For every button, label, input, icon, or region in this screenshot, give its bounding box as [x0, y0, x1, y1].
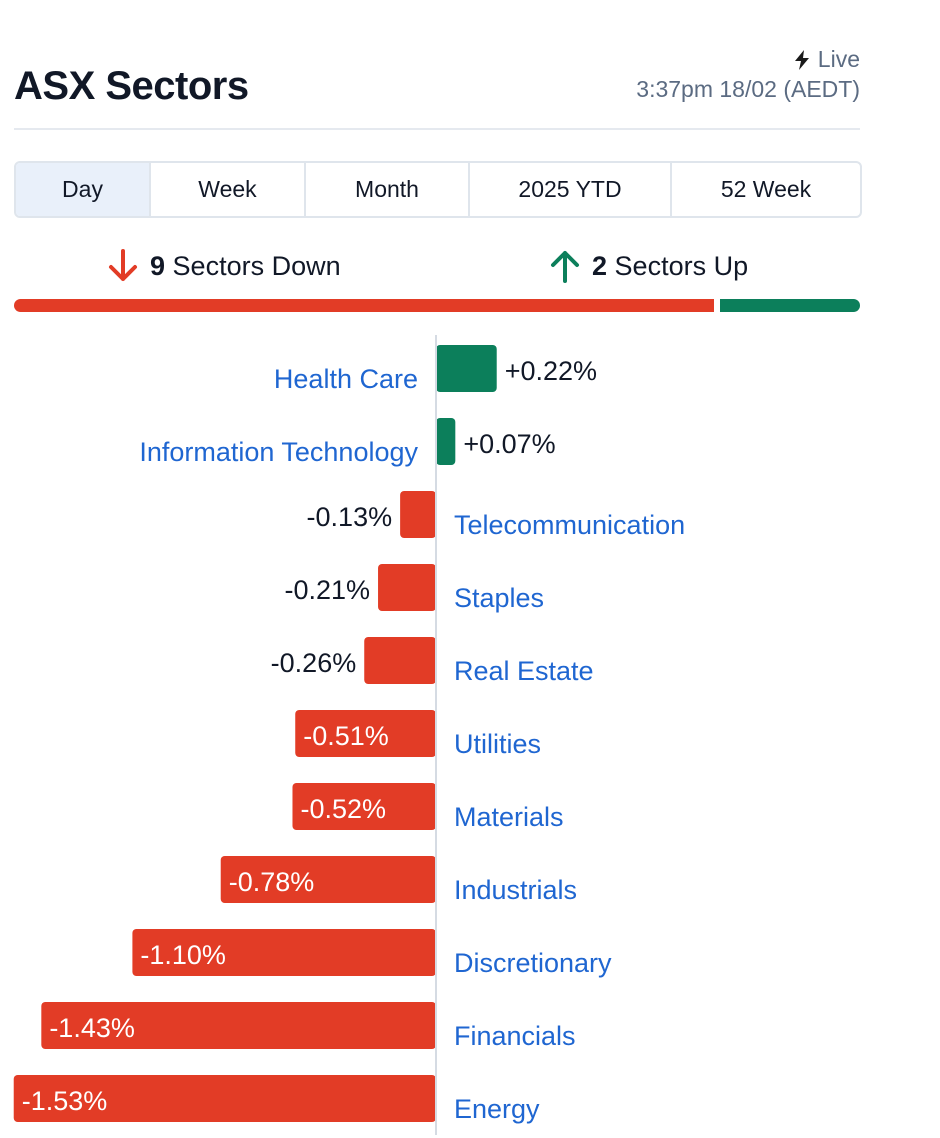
- category-label[interactable]: Staples: [454, 583, 544, 613]
- value-label: +0.07%: [463, 429, 555, 459]
- bar-materials[interactable]: [292, 783, 436, 830]
- header: ASX Sectors Live 3:37pm 18/02 (AEDT): [14, 40, 860, 130]
- value-label: -1.43%: [49, 1013, 135, 1043]
- page-title: ASX Sectors: [14, 64, 249, 108]
- sectors-split-bar: [14, 299, 860, 312]
- sectors-down-label: Sectors Down: [172, 250, 341, 281]
- period-tabs: Day Week Month 2025 YTD 52 Week: [14, 161, 862, 218]
- sectors-up-bar: [720, 299, 860, 312]
- sectors-up-count: 2: [592, 250, 608, 281]
- tab-day[interactable]: Day: [16, 163, 151, 216]
- bar-financials[interactable]: [41, 1002, 436, 1049]
- sectors-down-bar: [14, 299, 715, 312]
- category-label[interactable]: Real Estate: [454, 656, 594, 686]
- bar-energy[interactable]: [13, 1075, 436, 1122]
- bar-utilities[interactable]: [295, 710, 436, 757]
- arrow-up-icon: [551, 251, 579, 283]
- timestamp: 3:37pm 18/02 (AEDT): [636, 76, 860, 102]
- category-label[interactable]: Discretionary: [454, 948, 612, 978]
- tab-week[interactable]: Week: [151, 163, 306, 216]
- sector-bar-chart: Health Care +0.22% Information Technology +…: [13, 335, 685, 1135]
- bar-health-care[interactable]: [436, 345, 497, 392]
- value-label: -0.26%: [271, 648, 357, 678]
- bar-telecommunication[interactable]: [400, 491, 436, 538]
- bar-real-estate[interactable]: [364, 637, 436, 684]
- arrow-down-icon: [109, 249, 137, 281]
- value-label: -0.21%: [284, 575, 370, 605]
- value-label: -0.78%: [229, 867, 315, 897]
- category-label[interactable]: Telecommunication: [454, 510, 685, 540]
- lightning-icon: [794, 49, 809, 70]
- value-label: -0.13%: [307, 502, 393, 532]
- category-label[interactable]: Financials: [454, 1021, 576, 1051]
- category-label[interactable]: Health Care: [274, 364, 418, 394]
- sectors-up-summary: 2 Sectors Up: [548, 248, 748, 284]
- bar-staples[interactable]: [378, 564, 436, 611]
- live-indicator: Live: [794, 46, 860, 73]
- category-label[interactable]: Industrials: [454, 875, 577, 905]
- category-label[interactable]: Energy: [454, 1094, 540, 1124]
- live-label: Live: [817, 46, 860, 72]
- value-label: -0.51%: [303, 721, 389, 751]
- bar-industrials[interactable]: [220, 856, 436, 903]
- bar-information-technology[interactable]: [436, 418, 456, 465]
- value-label: -0.52%: [300, 794, 386, 824]
- bar-discretionary[interactable]: [132, 929, 436, 976]
- sectors-down-summary: 9 Sectors Down: [106, 248, 341, 284]
- tab-month[interactable]: Month: [306, 163, 470, 216]
- tab-52-week[interactable]: 52 Week: [720, 176, 812, 202]
- sectors-down-count: 9: [150, 250, 166, 281]
- value-label: +0.22%: [505, 356, 597, 386]
- category-label[interactable]: Materials: [454, 802, 564, 832]
- value-label: -1.10%: [140, 940, 226, 970]
- category-label[interactable]: Information Technology: [139, 437, 418, 467]
- tab-2025-ytd[interactable]: 2025 YTD: [470, 163, 672, 216]
- value-label: -1.53%: [22, 1086, 108, 1116]
- category-label[interactable]: Utilities: [454, 729, 541, 759]
- sectors-up-label: Sectors Up: [614, 250, 749, 281]
